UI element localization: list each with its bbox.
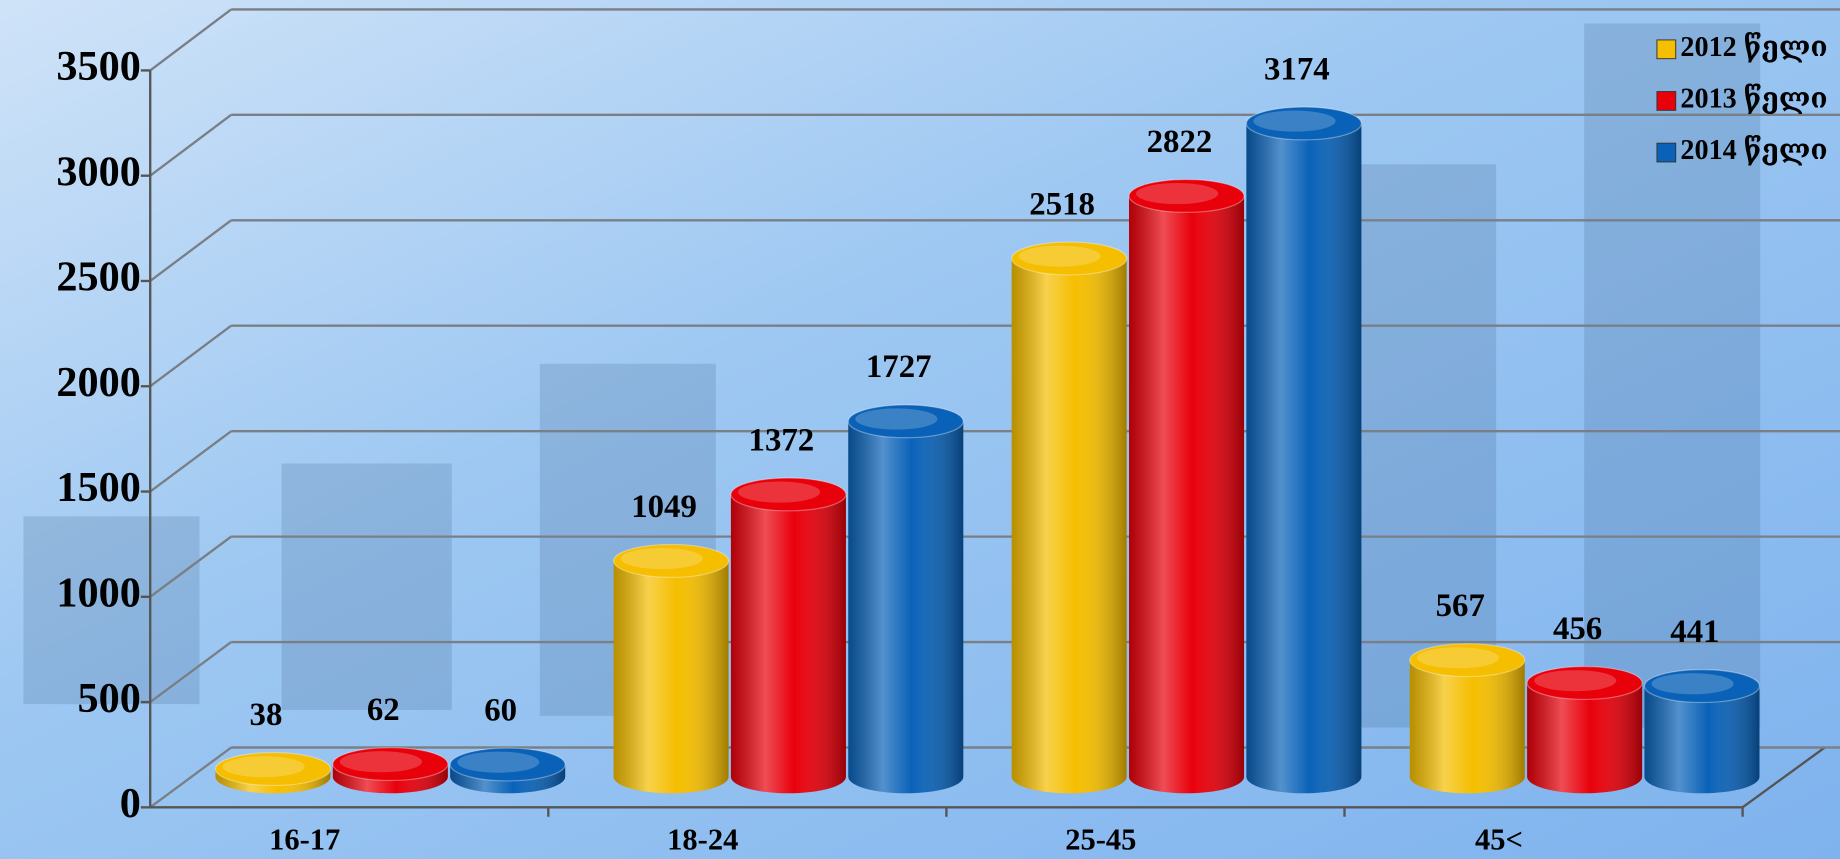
value-label: 3174 <box>1264 51 1330 87</box>
bar-shading <box>731 494 846 793</box>
bar-top-highlight <box>1253 111 1335 132</box>
value-label: 60 <box>484 692 517 728</box>
y-tick-label: 2000 <box>56 359 140 406</box>
y-tick-label: 3000 <box>56 148 140 195</box>
y-tick-label: 500 <box>77 675 140 722</box>
legend-swatch <box>1657 143 1676 162</box>
y-tick-label: 2500 <box>56 254 140 301</box>
value-label: 38 <box>250 697 283 733</box>
chart: 0 500 1000 1500 2000 2500 3000 3500 16-17 38 62 60 1… <box>0 0 1840 859</box>
bar-shading <box>1012 258 1127 793</box>
bar-shading <box>1410 660 1525 793</box>
bar-top-highlight <box>1136 183 1218 204</box>
value-label: 456 <box>1553 611 1602 647</box>
y-tick-label: 0 <box>120 780 141 827</box>
bar-shading <box>614 561 729 793</box>
bar-shading <box>1129 196 1244 793</box>
legend-label: 2012 წელი <box>1680 31 1827 63</box>
legend-label: 2013 წელი <box>1680 82 1827 114</box>
value-label: 62 <box>367 692 400 728</box>
x-tick-label: 45< <box>1475 823 1523 857</box>
legend-swatch <box>1657 40 1676 59</box>
bar-shading <box>1246 123 1361 793</box>
y-tick-label: 1500 <box>56 464 140 511</box>
legend: 2012 წელი 2013 წელი 2014 წელი <box>1657 31 1828 166</box>
value-label: 2518 <box>1029 186 1095 222</box>
x-tick-label: 18-24 <box>667 823 738 857</box>
bar-top-highlight <box>457 752 539 773</box>
bar-top-highlight <box>855 408 937 429</box>
bar-shading <box>848 421 963 793</box>
bar-top-highlight <box>738 481 820 502</box>
value-label: 2822 <box>1147 124 1213 160</box>
value-label: 1727 <box>866 349 932 385</box>
bar-top-highlight <box>1534 670 1616 691</box>
x-tick-label: 25-45 <box>1065 823 1136 857</box>
value-label: 1372 <box>749 422 815 458</box>
value-label: 1049 <box>631 489 697 525</box>
y-tick-label: 3500 <box>56 43 140 90</box>
bar-top-highlight <box>1417 647 1499 668</box>
legend-label: 2014 წელი <box>1680 134 1827 166</box>
x-tick-label: 16-17 <box>269 823 340 857</box>
legend-swatch <box>1657 92 1676 111</box>
bar-top-highlight <box>621 548 703 569</box>
bar-top-highlight <box>1019 246 1101 267</box>
value-label: 567 <box>1436 588 1485 624</box>
bar-top-highlight <box>223 756 305 777</box>
value-label: 441 <box>1670 614 1719 650</box>
bar-top-highlight <box>1652 673 1734 694</box>
bar-top-highlight <box>340 751 422 772</box>
y-tick-label: 1000 <box>56 569 140 616</box>
